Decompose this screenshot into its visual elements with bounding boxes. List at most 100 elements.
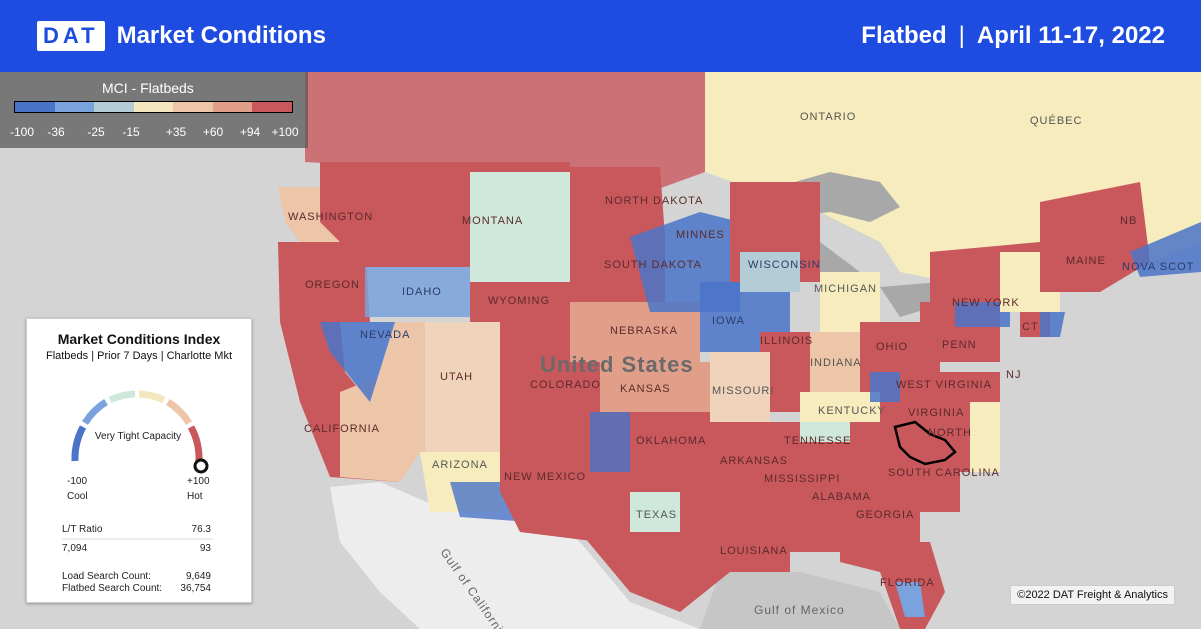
region-mississippi[interactable]	[770, 452, 820, 552]
charlotte-market-outline[interactable]	[893, 420, 957, 466]
region-texas-west[interactable]	[590, 412, 630, 472]
header-bar: DAT Market Conditions Flatbed | April 11…	[0, 0, 1201, 72]
region-nj-coast[interactable]	[1040, 312, 1065, 337]
mci-legend: MCI - Flatbeds -100 -36 -25 -15 +35 +60 …	[0, 72, 308, 148]
label-nevada: NEVADA	[360, 329, 410, 341]
region-utah[interactable]	[425, 322, 500, 452]
card-title: Market Conditions Index	[57, 331, 221, 347]
region-indiana[interactable]	[810, 332, 860, 402]
flatbed-search-label: Flatbed Search Count:	[62, 583, 163, 594]
region-north-dakota[interactable]	[570, 167, 665, 237]
region-texas-central[interactable]	[630, 492, 680, 532]
label-wyoming: WYOMING	[488, 295, 550, 307]
region-nc-coast[interactable]	[970, 402, 1000, 472]
flatbed-search-value: 36,754	[180, 583, 211, 594]
label-north-dakota-1: NORTH DAKOTA	[605, 195, 703, 207]
gauge-min: -100	[67, 476, 88, 487]
gauge-needle-dot	[193, 458, 209, 474]
legend-tick: -25	[87, 125, 105, 139]
label-ct: CT	[1022, 321, 1039, 333]
date-range: April 11-17, 2022	[976, 22, 1165, 49]
label-nebraska: NEBRASKA	[610, 325, 678, 337]
label-florida: FLORIDA	[880, 577, 935, 589]
label-north-carolina: NORTH	[928, 427, 972, 439]
legend-tick: -36	[47, 125, 65, 139]
copyright-credit: ©2022 DAT Freight & Analytics	[1010, 585, 1175, 605]
region-texas[interactable]	[580, 472, 730, 612]
label-idaho: IDAHO	[402, 286, 442, 298]
label-mississippi: MISSISSIPPI	[764, 473, 840, 485]
region-mexico	[330, 482, 700, 629]
gulf-water	[700, 572, 900, 629]
label-tennessee: TENNESSE	[784, 435, 851, 447]
region-kentucky[interactable]	[800, 392, 880, 422]
region-new-york-west[interactable]	[955, 302, 1010, 327]
label-united-states: United States	[540, 352, 694, 377]
region-kansas[interactable]	[600, 362, 710, 412]
region-montana-east[interactable]	[470, 172, 570, 297]
label-maine: MAINE	[1066, 255, 1106, 267]
page-title: Market Conditions	[116, 22, 326, 49]
label-colorado: COLORADO	[530, 379, 601, 391]
region-idaho[interactable]	[365, 267, 470, 317]
label-ohio: OHIO	[876, 341, 908, 353]
label-utah: UTAH	[440, 371, 473, 383]
legend-swatch-5	[173, 102, 213, 112]
legend-swatch-1	[15, 102, 55, 112]
mci-gauge	[71, 390, 209, 474]
region-nebraska[interactable]	[570, 302, 700, 362]
label-wisconsin: WISCONSIN	[748, 259, 821, 271]
card-subtitle: Flatbeds | Prior 7 Days | Charlotte Mkt	[45, 350, 233, 362]
legend-swatch-2	[54, 102, 95, 112]
region-nova-scotia[interactable]	[1130, 222, 1201, 277]
label-quebec: QUÉBEC	[1030, 114, 1082, 127]
label-washington: WASHINGTON	[288, 211, 373, 223]
gauge-max-label: Hot	[187, 491, 203, 502]
legend-tick: +60	[202, 125, 224, 139]
label-west-virginia: WEST VIRGINIA	[896, 379, 992, 391]
region-north-carolina[interactable]	[880, 422, 990, 472]
legend-tick: +35	[165, 125, 187, 139]
label-georgia: GEORGIA	[856, 509, 914, 521]
lt-ratio-label: L/T Ratio	[62, 524, 103, 535]
region-arkansas[interactable]	[710, 422, 770, 492]
header-divider: |	[958, 22, 965, 49]
label-texas: TEXAS	[636, 509, 677, 521]
region-missouri[interactable]	[710, 352, 770, 422]
region-alabama[interactable]	[820, 452, 860, 552]
label-oklahoma: OKLAHOMA	[636, 435, 706, 447]
label-oregon: OREGON	[305, 279, 360, 291]
label-nj: NJ	[1006, 369, 1021, 381]
label-new-york: NEW YORK	[952, 297, 1020, 309]
gauge-max: +100	[187, 476, 210, 487]
legend-swatch-3	[94, 102, 134, 112]
region-illinois[interactable]	[760, 332, 810, 412]
region-nevada-south[interactable]	[370, 322, 425, 462]
region-new-mexico[interactable]	[500, 422, 600, 542]
region-florida-south[interactable]	[895, 582, 925, 617]
dat-logo[interactable]: DAT	[37, 21, 105, 51]
region-west-virginia-west[interactable]	[870, 372, 900, 402]
label-iowa: IOWA	[712, 315, 745, 327]
label-montana: MONTANA	[462, 215, 523, 227]
load-search-value: 9,649	[185, 571, 211, 582]
region-tennessee-east[interactable]	[800, 422, 850, 442]
region-wisconsin-east[interactable]	[740, 252, 800, 292]
label-virginia: VIRGINIA	[908, 407, 964, 419]
label-kentucky: KENTUCKY	[818, 405, 886, 417]
gauge-status: Very Tight Capacity	[94, 431, 182, 442]
region-maine[interactable]	[1040, 182, 1150, 292]
market-conditions-card: Market Conditions Index Flatbeds | Prior…	[26, 318, 252, 603]
legend-tick: +94	[239, 125, 261, 139]
label-penn: PENN	[942, 339, 977, 351]
region-south-carolina[interactable]	[900, 462, 960, 512]
header-filter: Flatbed | April 11-17, 2022	[861, 22, 1165, 50]
legend-title: MCI - Flatbeds	[102, 80, 194, 96]
legend-swatch-6	[212, 102, 253, 112]
legend-swatch-7	[252, 102, 293, 112]
region-oregon[interactable]	[278, 242, 370, 322]
label-gulf-mexico: Gulf of Mexico	[754, 603, 845, 617]
label-california: CALIFORNIA	[304, 423, 380, 435]
market-map[interactable]: ONTARIO QUÉBEC WASHINGTON MONTANA NORTH …	[0, 72, 1201, 629]
legend-tick: -15	[122, 125, 140, 139]
